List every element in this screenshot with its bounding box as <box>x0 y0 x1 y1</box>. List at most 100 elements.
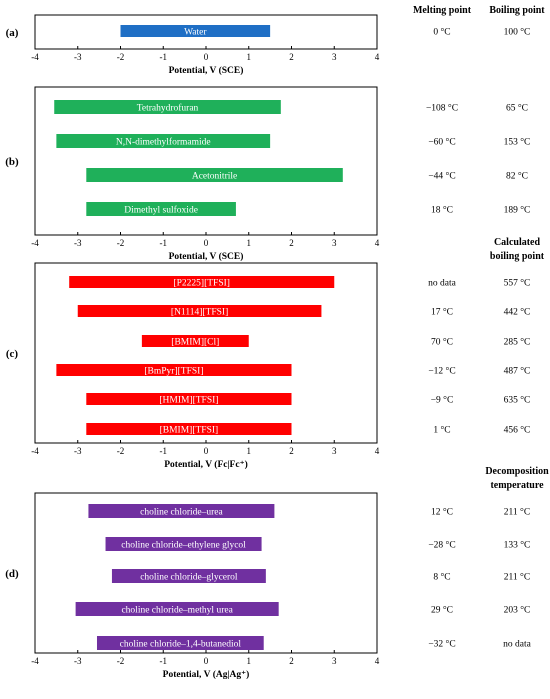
panel-d-melting-point: 29 °C <box>431 605 453 616</box>
panel-b-bar <box>56 134 271 148</box>
panel-d-tick-label: 2 <box>289 656 294 666</box>
panel-d-tick-label: 1 <box>247 656 252 666</box>
panel-c-bar-label: [BmPyr][TFSI] <box>144 367 203 377</box>
panel-c-frame <box>34 262 378 444</box>
panel-d-header-line-2: temperature <box>490 480 544 491</box>
panel-d-bar-label: choline chloride–methyl urea <box>121 606 233 616</box>
panel-d-bar <box>96 636 264 650</box>
panel-a-second-property: 100 °C <box>504 27 531 38</box>
panel-c-bar <box>141 335 249 347</box>
panel-d-tick-label: 0 <box>204 656 209 666</box>
panel-b-bar-label: Tetrahydrofuran <box>137 103 199 114</box>
panel-c-bar <box>69 276 335 288</box>
panel-d-bar <box>105 537 262 551</box>
panel-b-tick-label: 3 <box>332 238 337 248</box>
panel-a-tick-label: -1 <box>160 52 168 62</box>
panel-d-melting-point: −28 °C <box>428 540 455 551</box>
panel-c-melting-point: 17 °C <box>431 307 453 318</box>
panel-b-tick-label: -3 <box>74 238 82 248</box>
panel-c-bar <box>56 364 292 376</box>
panel-b-tick-label: 4 <box>375 238 380 248</box>
panel-b-second-property: 65 °C <box>506 103 528 114</box>
panel-c-header-line-1: Calculated <box>494 237 541 248</box>
panel-b-second-property: 153 °C <box>504 137 531 148</box>
panel-d-bar-label: choline chloride–urea <box>140 508 223 518</box>
panel-c-label: (c) <box>6 348 19 360</box>
panel-a-melting-point: 0 °C <box>433 27 450 38</box>
panel-b-bar-label: N,N-dimethylformamide <box>116 137 211 148</box>
panel-d-tick-label: 3 <box>332 656 337 666</box>
panel-c-bar <box>77 305 322 317</box>
panel-d-second-property: 203 °C <box>504 605 531 616</box>
panel-c-tick-label: -1 <box>160 446 168 456</box>
panel-c-melting-point: 70 °C <box>431 337 453 348</box>
panel-d-second-property: 133 °C <box>504 540 531 551</box>
panel-a-tick-label: 4 <box>375 52 380 62</box>
panel-d-bar <box>75 602 279 616</box>
panel-b-axis-title: Potential, V (SCE) <box>169 251 244 262</box>
panel-d-second-property: 211 °C <box>504 507 530 518</box>
panel-c-second-property: 487 °C <box>504 366 531 377</box>
panel-a-tick-label: 1 <box>247 52 252 62</box>
panel-d-second-property: no data <box>503 640 531 650</box>
panel-c-bar-label: [BMIM][Cl] <box>171 338 219 348</box>
panel-a-tick-label: -3 <box>74 52 82 62</box>
panel-c-bar-label: [BMIM][TFSI] <box>160 426 219 436</box>
panel-c-second-property: 285 °C <box>504 337 531 348</box>
panel-c-bar-label: [HMIM][TFSI] <box>159 396 218 406</box>
panel-b-tick-label: -2 <box>117 238 125 248</box>
panel-b-melting-point: 18 °C <box>431 205 453 216</box>
panel-d-melting-point: 12 °C <box>431 507 453 518</box>
panel-c-tick-label: -3 <box>74 446 82 456</box>
panel-b-tick-label: -1 <box>160 238 168 248</box>
panel-c-melting-point: no data <box>428 279 456 289</box>
panel-d-bar-label: choline chloride–1,4-butanediol <box>120 640 242 650</box>
panel-b-label: (b) <box>5 156 19 168</box>
panel-d-bar-label: choline chloride–glycerol <box>140 573 238 583</box>
panel-b-second-property: 82 °C <box>506 171 528 182</box>
panel-b-bar-label: Dimethyl sulfoxide <box>124 205 198 216</box>
panel-d-header-line-1: Decomposition <box>485 466 549 477</box>
panel-c-bar <box>86 393 292 405</box>
panel-c-second-property: 442 °C <box>504 307 531 318</box>
panel-a-axis-title: Potential, V (SCE) <box>169 65 244 76</box>
panel-a-tick-label: 2 <box>289 52 294 62</box>
panel-b-tick-label: -4 <box>31 238 39 248</box>
panel-c-second-property: 557 °C <box>504 278 531 289</box>
boiling-point-header: Boiling point <box>489 5 545 16</box>
panel-c-bar-label: [N1114][TFSI] <box>171 308 228 318</box>
panel-d-bar <box>111 569 266 583</box>
panel-b-melting-point: −44 °C <box>428 171 455 182</box>
panel-a-tick-label: -4 <box>31 52 39 62</box>
panel-a-tick-label: -2 <box>117 52 125 62</box>
panel-d-tick-label: -2 <box>117 656 125 666</box>
panel-d-bar <box>88 504 275 518</box>
panel-d-axis-title: Potential, V (Ag|Ag⁺) <box>163 669 250 680</box>
panel-a-tick-label: 3 <box>332 52 337 62</box>
panel-c-tick-label: 1 <box>247 446 252 456</box>
panel-b-melting-point: −108 °C <box>426 103 458 114</box>
panel-a-tick-label: 0 <box>204 52 209 62</box>
panel-b-tick-label: 0 <box>204 238 209 248</box>
panel-d-tick-label: 4 <box>375 656 380 666</box>
panel-c-tick-label: 4 <box>375 446 380 456</box>
panel-a-bar-label: Water <box>184 28 207 38</box>
panel-c-header-line-2: boiling point <box>490 251 545 262</box>
panel-d-melting-point: 8 °C <box>433 572 450 583</box>
panel-c-tick-label: -2 <box>117 446 125 456</box>
panel-b-bar <box>54 100 281 114</box>
panel-d-tick-label: -4 <box>31 656 39 666</box>
panel-c-second-property: 456 °C <box>504 425 531 436</box>
panel-c-tick-label: 0 <box>204 446 209 456</box>
panel-c-bar <box>86 423 292 435</box>
panel-c-axis-title: Potential, V (Fc|Fc⁺) <box>164 459 248 470</box>
panel-c-tick-label: -4 <box>31 446 39 456</box>
panel-d-tick-label: -1 <box>160 656 168 666</box>
panel-c-melting-point: 1 °C <box>433 425 450 436</box>
panel-c-second-property: 635 °C <box>504 395 531 406</box>
panel-b-bar <box>86 202 236 216</box>
panel-c-tick-label: 2 <box>289 446 294 456</box>
panel-b-bar <box>86 168 343 182</box>
panel-b-tick-label: 2 <box>289 238 294 248</box>
